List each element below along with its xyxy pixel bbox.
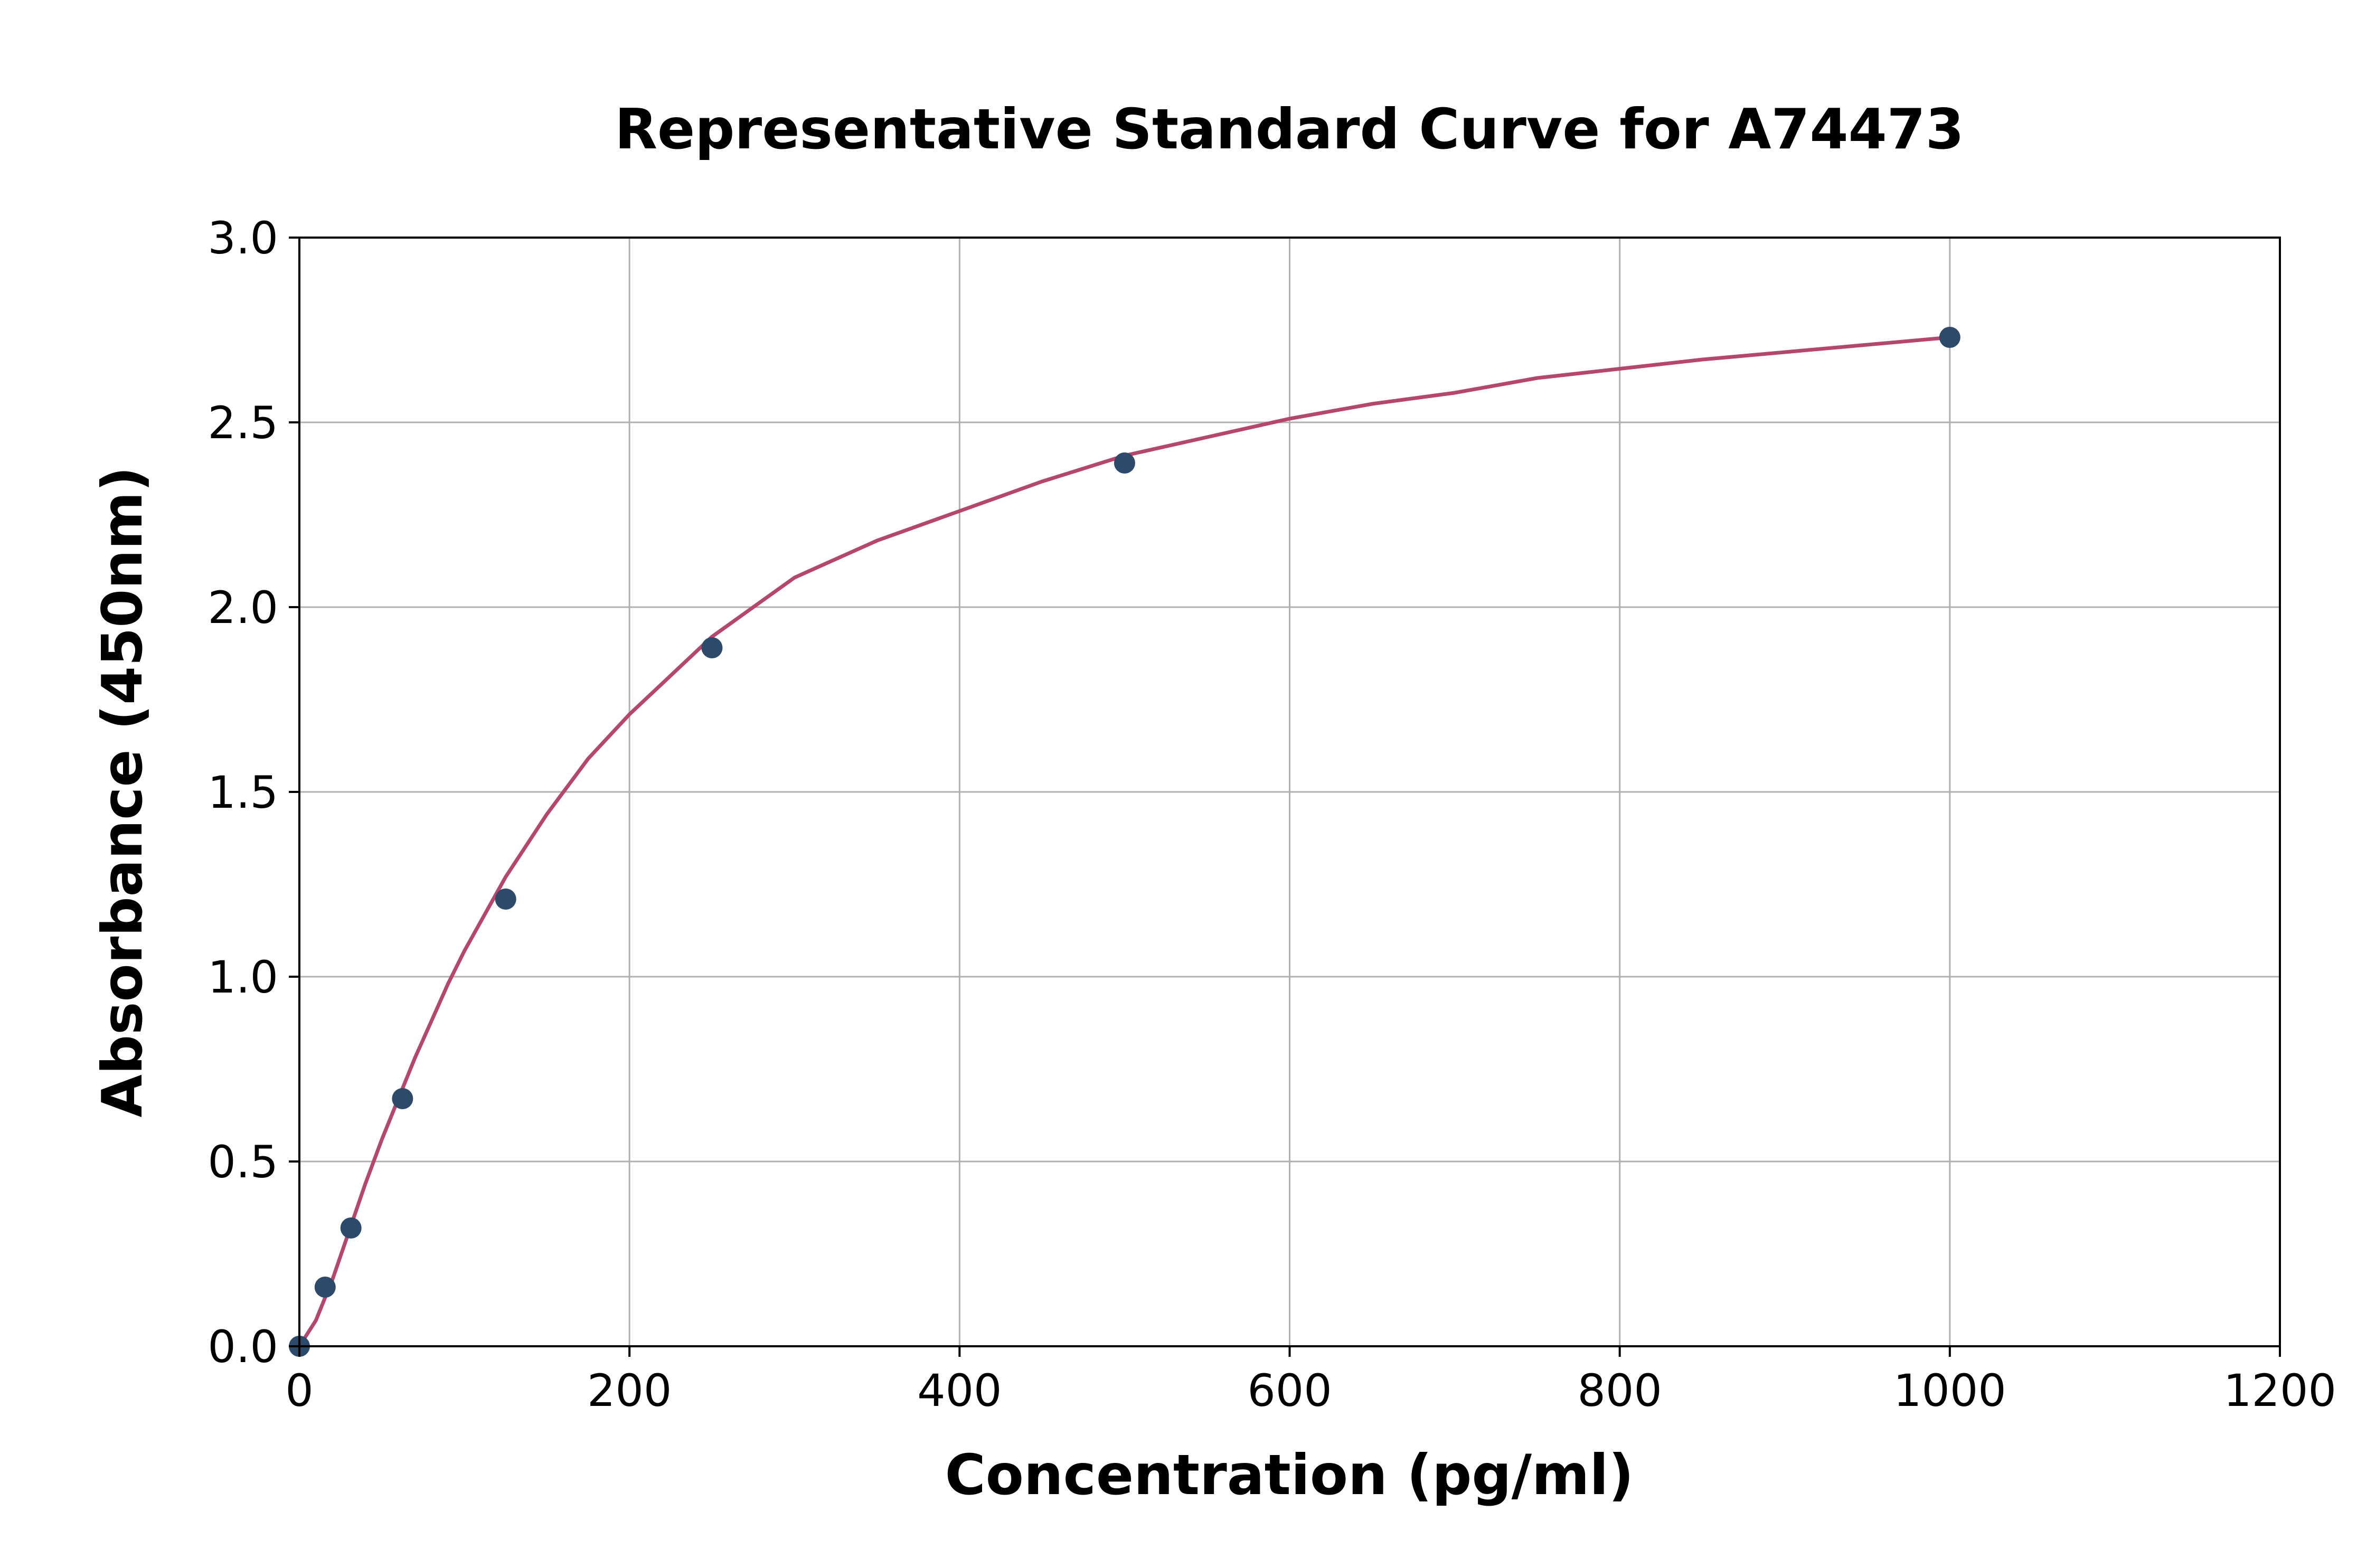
fitted-curve-line <box>298 335 1950 1347</box>
data-point-5 <box>701 637 723 658</box>
y-tick-label-2: 1.0 <box>208 951 278 1003</box>
data-point-7 <box>1939 327 1960 348</box>
data-points <box>289 327 1960 1357</box>
data-point-1 <box>314 1277 336 1298</box>
y-tick-label-3: 1.5 <box>208 767 278 818</box>
data-point-3 <box>392 1088 413 1109</box>
x-axis-title: Concentration (pg/ml) <box>945 1443 1634 1507</box>
x-tick-label-4: 800 <box>1577 1365 1662 1416</box>
x-tick-label-5: 1000 <box>1893 1365 2006 1416</box>
x-tick-label-0: 0 <box>285 1365 313 1416</box>
y-tick-label-0: 0.0 <box>208 1321 278 1373</box>
y-tick-label-4: 2.0 <box>208 582 278 634</box>
y-axis-title: Absorbance (450nm) <box>90 467 155 1118</box>
y-tick-label-5: 2.5 <box>208 397 278 449</box>
data-point-2 <box>340 1217 362 1239</box>
y-axis-ticks: 0.0 0.5 1.0 1.5 2.0 2.5 3.0 <box>208 212 299 1373</box>
chart-title: Representative Standard Curve for A74473 <box>615 97 1964 162</box>
data-point-6 <box>1114 452 1135 474</box>
grid-lines <box>298 237 2281 1347</box>
x-axis-ticks: 0 200 400 600 800 1000 1200 <box>285 1346 2336 1416</box>
x-tick-label-1: 200 <box>587 1365 672 1416</box>
x-tick-label-2: 400 <box>917 1365 1002 1416</box>
y-tick-label-1: 0.5 <box>208 1136 278 1188</box>
x-tick-label-3: 600 <box>1247 1365 1332 1416</box>
x-tick-label-6: 1200 <box>2223 1365 2336 1416</box>
y-tick-label-6: 3.0 <box>208 212 278 264</box>
data-point-4 <box>495 889 516 910</box>
